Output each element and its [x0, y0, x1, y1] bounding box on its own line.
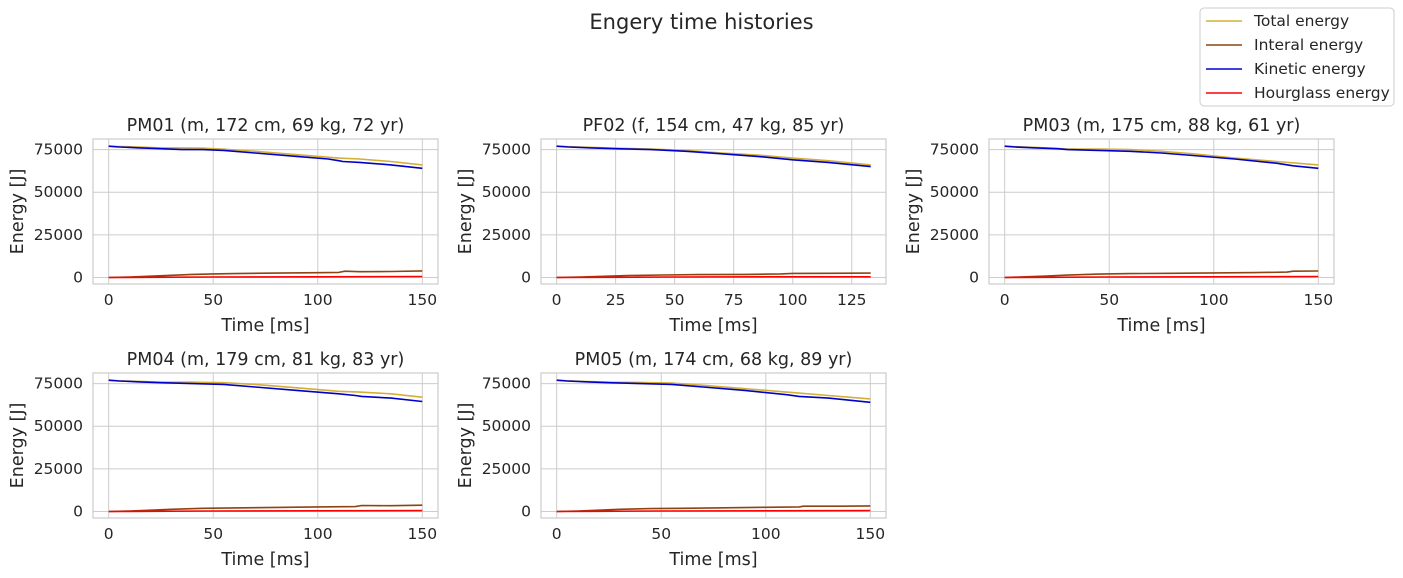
x-tick-label: 150 — [408, 525, 438, 543]
x-tick-label: 150 — [408, 291, 438, 309]
y-axis-label: Energy [J] — [8, 169, 28, 255]
y-tick-label: 50000 — [930, 183, 979, 201]
subplot: 0 50 100 150 0 25000 50000 75000 PM05 (m, 174 cm… — [456, 350, 887, 570]
x-tick-label: 50 — [1099, 291, 1119, 309]
subplot-title: PM04 (m, 179 cm, 81 kg, 83 yr) — [127, 350, 405, 370]
subplot-title: PM01 (m, 172 cm, 69 kg, 72 yr) — [127, 116, 405, 136]
axes-frame — [540, 372, 887, 519]
x-tick-label: 100 — [751, 525, 781, 543]
y-tick-label: 50000 — [34, 183, 83, 201]
axes-frame — [988, 138, 1335, 285]
y-axis-label: Energy [J] — [904, 169, 924, 255]
y-tick-label: 25000 — [34, 460, 83, 478]
y-tick-label: 25000 — [930, 226, 979, 244]
subplot-title: PM03 (m, 175 cm, 88 kg, 61 yr) — [1023, 116, 1301, 136]
series-line — [1004, 270, 1319, 279]
y-tick-label: 0 — [969, 269, 979, 287]
y-tick-label: 0 — [73, 503, 83, 521]
y-tick-label: 25000 — [34, 226, 83, 244]
y-tick-label: 75000 — [34, 141, 83, 159]
legend-frame — [1199, 7, 1395, 107]
legend-label: Hourglass energy — [1254, 84, 1390, 102]
x-tick-label: 75 — [724, 291, 744, 309]
series-line — [556, 505, 871, 513]
x-tick-label: 0 — [104, 525, 114, 543]
y-tick-label: 75000 — [482, 375, 531, 393]
series-line — [556, 275, 871, 279]
y-tick-label: 75000 — [930, 141, 979, 159]
subplot: 0 50 100 150 0 25000 50000 75000 PM03 (m, 175 cm… — [904, 116, 1335, 336]
y-tick-label: 75000 — [34, 375, 83, 393]
y-tick-label: 25000 — [482, 226, 531, 244]
series-line — [108, 145, 423, 170]
x-tick-label: 50 — [203, 525, 223, 543]
x-tick-label: 100 — [303, 291, 333, 309]
x-tick-label: 0 — [1000, 291, 1010, 309]
series-line — [108, 145, 423, 166]
series-line — [108, 509, 423, 513]
y-tick-label: 0 — [521, 269, 531, 287]
series-line — [556, 145, 871, 168]
x-tick-label: 50 — [651, 525, 671, 543]
series-line — [556, 509, 871, 513]
series-line — [108, 275, 423, 279]
legend-label: Total energy — [1253, 12, 1349, 30]
series-line — [1004, 145, 1319, 170]
x-axis-label: Time [ms] — [220, 550, 309, 570]
subplot: 0 50 100 150 0 25000 50000 75000 PM04 (m, 179 cm… — [8, 350, 439, 570]
x-tick-label: 100 — [778, 291, 808, 309]
x-axis-label: Time [ms] — [668, 550, 757, 570]
x-tick-label: 25 — [606, 291, 626, 309]
y-tick-label: 0 — [73, 269, 83, 287]
axes-frame — [92, 138, 439, 285]
x-tick-label: 150 — [856, 525, 886, 543]
x-tick-label: 50 — [665, 291, 685, 309]
x-tick-label: 0 — [552, 291, 562, 309]
subplot-title: PF02 (f, 154 cm, 47 kg, 85 yr) — [583, 116, 845, 136]
x-axis-label: Time [ms] — [1116, 316, 1205, 336]
legend-label: Interal energy — [1254, 36, 1363, 54]
y-axis-label: Energy [J] — [456, 403, 476, 489]
subplot: 0 50 100 150 0 25000 50000 75000 PM01 (m, 172 cm… — [8, 116, 439, 336]
series-line — [108, 379, 423, 403]
x-tick-label: 125 — [837, 291, 867, 309]
x-axis-label: Time [ms] — [668, 316, 757, 336]
y-tick-label: 25000 — [482, 460, 531, 478]
y-tick-label: 50000 — [482, 183, 531, 201]
subplot-title: PM05 (m, 174 cm, 68 kg, 89 yr) — [575, 350, 853, 370]
axes-frame — [540, 138, 887, 285]
subplot: 0 25 50 75 100 125 0 25000 50000 75000 PF02 (f, 15… — [456, 116, 887, 336]
series-line — [108, 270, 423, 279]
figure-suptitle: Engery time histories — [589, 10, 813, 34]
y-tick-label: 50000 — [34, 417, 83, 435]
x-tick-label: 0 — [104, 291, 114, 309]
y-axis-label: Energy [J] — [8, 403, 28, 489]
y-tick-label: 0 — [521, 503, 531, 521]
x-tick-label: 0 — [552, 525, 562, 543]
legend: Total energy Interal energy Kinetic energy… — [1199, 7, 1395, 107]
x-axis-label: Time [ms] — [220, 316, 309, 336]
y-tick-label: 50000 — [482, 417, 531, 435]
y-tick-label: 75000 — [482, 141, 531, 159]
series-line — [108, 504, 423, 513]
series-line — [556, 379, 871, 404]
x-tick-label: 150 — [1304, 291, 1334, 309]
axes-frame — [92, 372, 439, 519]
x-tick-label: 100 — [1199, 291, 1229, 309]
series-line — [1004, 275, 1319, 279]
y-axis-label: Energy [J] — [456, 169, 476, 255]
x-tick-label: 100 — [303, 525, 333, 543]
x-tick-label: 50 — [203, 291, 223, 309]
legend-label: Kinetic energy — [1254, 60, 1366, 78]
